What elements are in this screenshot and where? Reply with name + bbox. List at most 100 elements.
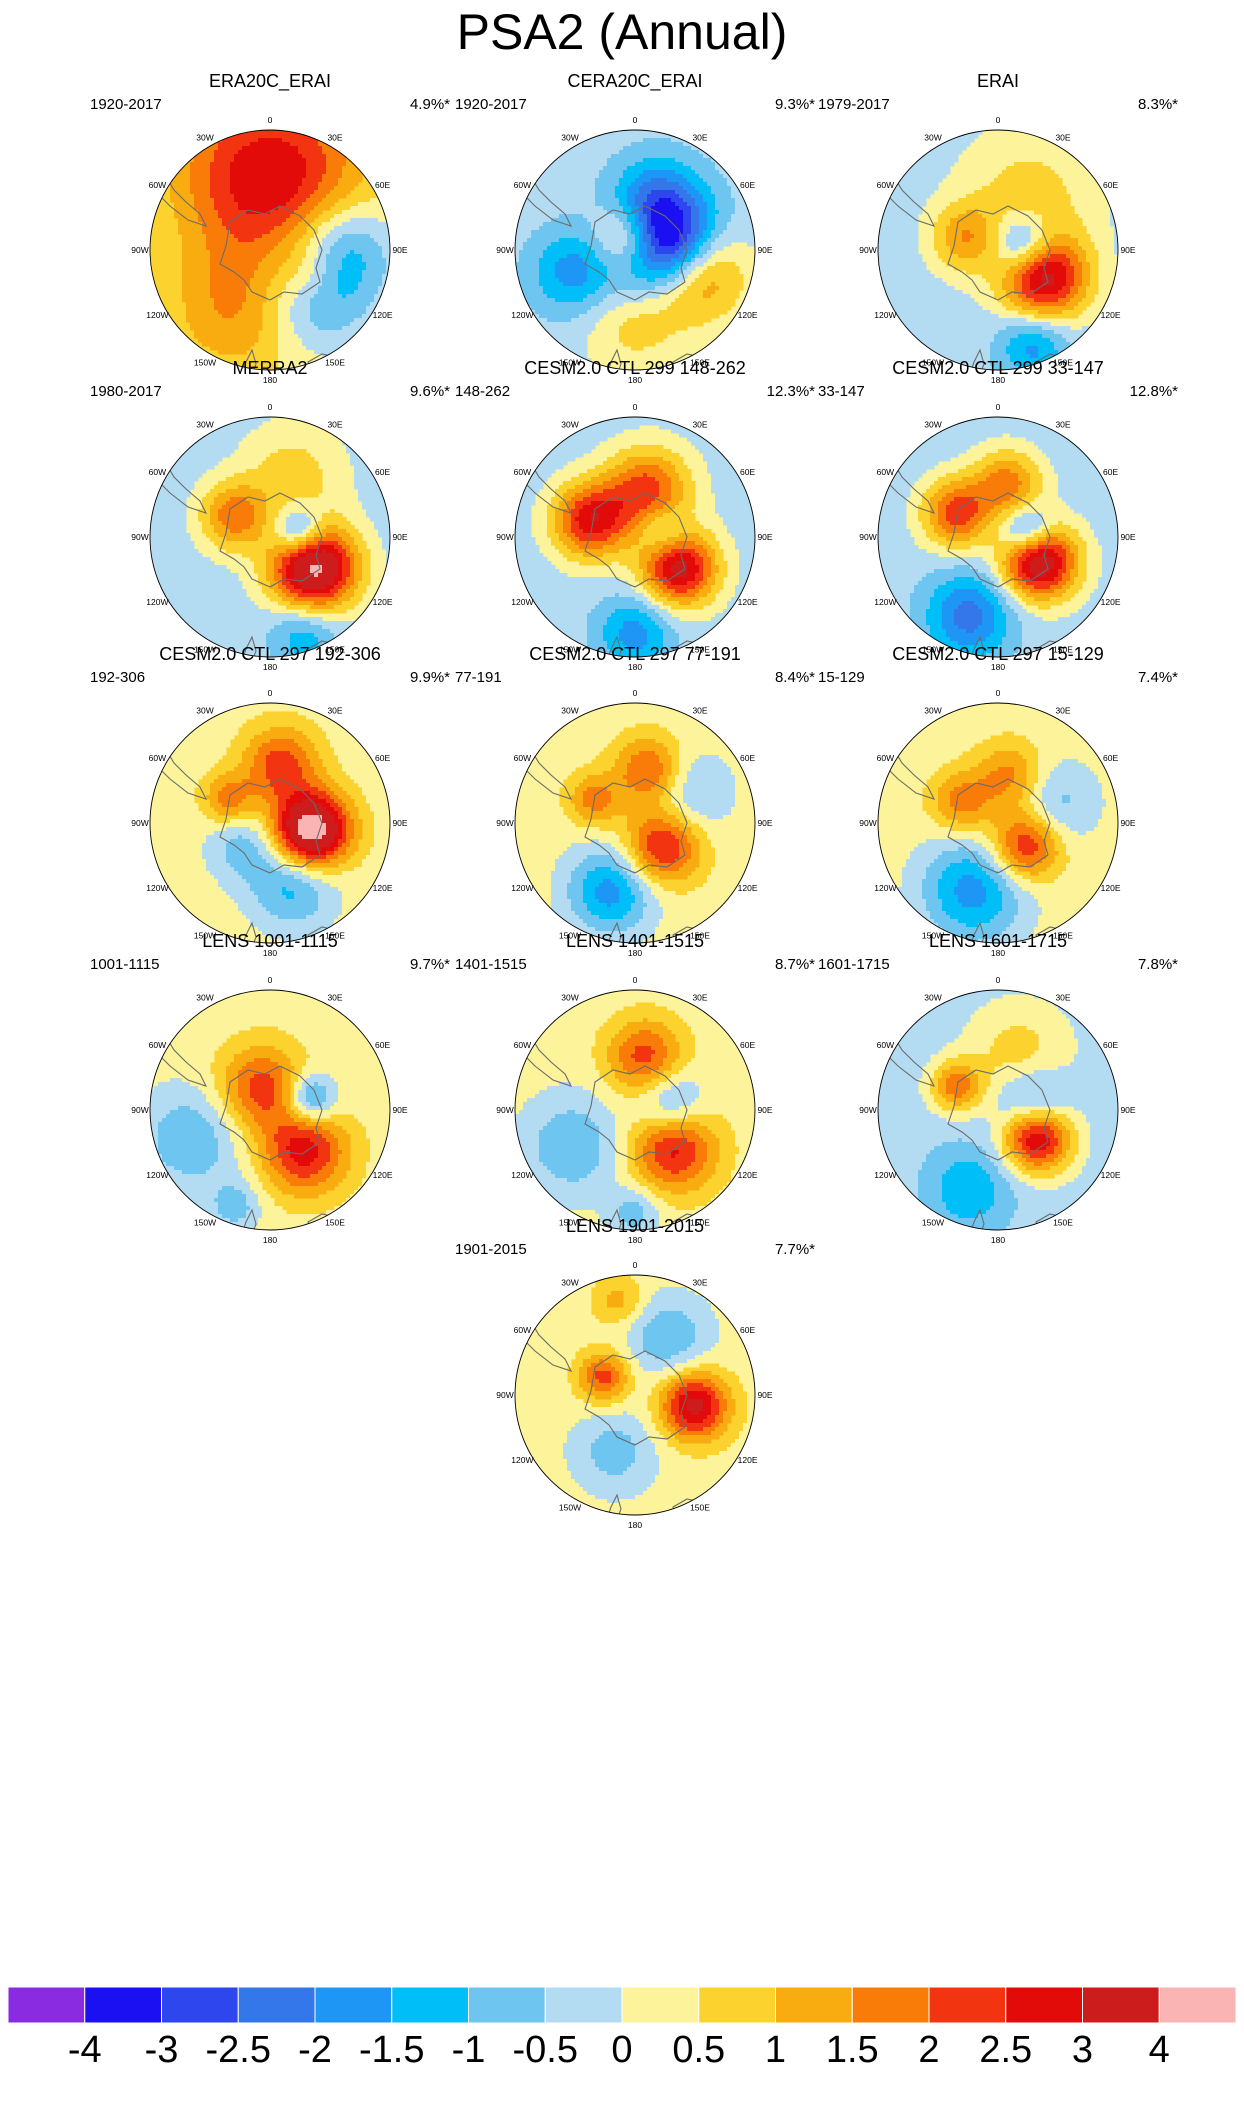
longitude-label: 60W bbox=[149, 180, 166, 190]
antarctica-coastline bbox=[219, 492, 323, 588]
new-zealand-coastline bbox=[967, 921, 985, 943]
longitude-label: 120W bbox=[146, 1170, 168, 1180]
longitude-label: 90E bbox=[392, 532, 407, 542]
longitude-label: 120E bbox=[1101, 1170, 1121, 1180]
colorbar-swatch bbox=[84, 1987, 162, 2023]
map-panel: CESM2.0 CTL 297 15-129 15-129 7.4%* 0 30E 60E… bbox=[818, 643, 1178, 1003]
longitude-label: 60E bbox=[740, 1040, 755, 1050]
colorbar-swatch bbox=[314, 1987, 393, 2023]
anomaly-field bbox=[515, 990, 755, 1230]
panel-title: LENS 1901-2015 bbox=[455, 1215, 815, 1237]
colorbar-swatch bbox=[928, 1987, 1007, 2023]
map-panel: CESM2.0 CTL 297 77-191 77-191 8.4%* 0 30E 60E… bbox=[455, 643, 815, 1003]
longitude-label: 60E bbox=[1103, 1040, 1118, 1050]
longitude-label: 0 bbox=[268, 688, 273, 698]
longitude-label: 30W bbox=[561, 1277, 578, 1287]
longitude-label: 150E bbox=[325, 358, 345, 368]
longitude-label: 0 bbox=[268, 115, 273, 125]
polar-map: 0 30E 60E 90E 120E 150E 180 150W 120W 90W 60W 30W bbox=[131, 960, 408, 1245]
panel-period: 1001-1115 bbox=[90, 956, 160, 974]
africa-coastline bbox=[298, 960, 336, 988]
longitude-label: 180 bbox=[628, 1520, 642, 1530]
colorbar-tick-label: -1 bbox=[452, 2028, 486, 2072]
panel-period: 1601-1715 bbox=[818, 956, 890, 974]
longitude-label: 60W bbox=[149, 753, 166, 763]
longitude-label: 150E bbox=[325, 645, 345, 655]
longitude-label: 120W bbox=[874, 597, 896, 607]
longitude-label: 120W bbox=[874, 1170, 896, 1180]
longitude-label: 150E bbox=[690, 931, 710, 941]
map-border bbox=[149, 702, 391, 944]
map-border bbox=[877, 702, 1119, 944]
colorbar-swatch bbox=[161, 1987, 239, 2023]
antarctica-coastline bbox=[584, 778, 688, 874]
anomaly-field bbox=[150, 417, 390, 657]
longitude-label: 150E bbox=[1053, 1218, 1073, 1228]
australia-coastline bbox=[307, 1209, 383, 1230]
longitude-label: 120W bbox=[511, 310, 533, 320]
longitude-label: 150E bbox=[690, 358, 710, 368]
longitude-label: 150W bbox=[922, 1218, 944, 1228]
longitude-label: 60W bbox=[149, 1040, 166, 1050]
africa-coastline bbox=[1026, 673, 1064, 701]
longitude-label: 30E bbox=[692, 1277, 707, 1287]
africa-coastline bbox=[663, 100, 701, 128]
colorbar-tick-label: -3 bbox=[145, 2028, 179, 2072]
map-panel: ERA20C_ERAI 1920-2017 4.9%* 0 30E 60E 90E 120E 1… bbox=[90, 70, 450, 430]
new-zealand-coastline bbox=[967, 1208, 985, 1230]
longitude-label: 30W bbox=[561, 705, 578, 715]
anomaly-field bbox=[150, 130, 390, 370]
panel-variance: 9.7%* bbox=[410, 956, 450, 974]
panel-variance: 8.3%* bbox=[1138, 96, 1178, 114]
longitude-label: 90W bbox=[131, 245, 148, 255]
longitude-label: 90E bbox=[392, 818, 407, 828]
longitude-label: 30E bbox=[692, 132, 707, 142]
longitude-label: 0 bbox=[996, 115, 1001, 125]
longitude-label: 120E bbox=[1101, 883, 1121, 893]
longitude-label: 60E bbox=[740, 180, 755, 190]
africa-coastline bbox=[1026, 387, 1064, 415]
longitude-label: 30E bbox=[327, 705, 342, 715]
longitude-label: 60W bbox=[877, 467, 894, 477]
longitude-label: 60E bbox=[740, 1325, 755, 1335]
longitude-label: 120E bbox=[1101, 597, 1121, 607]
longitude-label: 30E bbox=[692, 419, 707, 429]
polar-map: 0 30E 60E 90E 120E 150E 180 150W 120W 90W 60W 30W bbox=[859, 387, 1136, 672]
panel-period: 1980-2017 bbox=[90, 383, 162, 401]
panel-period: 1920-2017 bbox=[90, 96, 162, 114]
longitude-label: 30W bbox=[196, 419, 213, 429]
antarctica-coastline bbox=[219, 778, 323, 874]
longitude-label: 90E bbox=[757, 245, 772, 255]
longitude-label: 90W bbox=[859, 1105, 876, 1115]
longitude-label: 0 bbox=[633, 402, 638, 412]
colorbar-tick-label: 3 bbox=[1072, 2028, 1093, 2072]
longitude-label: 120W bbox=[511, 883, 533, 893]
new-zealand-coastline bbox=[239, 348, 257, 370]
longitude-label: 120E bbox=[373, 310, 393, 320]
longitude-label: 90W bbox=[859, 245, 876, 255]
longitude-label: 120W bbox=[511, 1455, 533, 1465]
map-border bbox=[514, 416, 756, 658]
panel-variance: 9.9%* bbox=[410, 669, 450, 687]
anomaly-field bbox=[878, 990, 1118, 1230]
polar-map: 0 30E 60E 90E 120E 150E 180 150W 120W 90W 60W 30W bbox=[496, 402, 773, 672]
colorbar-swatches bbox=[8, 1987, 1236, 2023]
longitude-label: 120W bbox=[511, 1170, 533, 1180]
panel-title: CESM2.0 CTL 299 33-147 bbox=[818, 357, 1178, 379]
panel-title: ERAI bbox=[818, 70, 1178, 92]
longitude-label: 150W bbox=[194, 1218, 216, 1228]
longitude-label: 0 bbox=[996, 402, 1001, 412]
longitude-label: 120E bbox=[738, 1170, 758, 1180]
map-border bbox=[149, 416, 391, 658]
polar-map: 0 30E 60E 90E 120E 150E 180 150W 120W 90W 60W 30W bbox=[496, 688, 773, 958]
longitude-label: 90E bbox=[1120, 818, 1135, 828]
longitude-label: 30E bbox=[692, 705, 707, 715]
colorbar-tick-label: 0 bbox=[611, 2028, 632, 2072]
longitude-label: 60E bbox=[375, 467, 390, 477]
colorbar-tick-label: 1.5 bbox=[826, 2028, 879, 2072]
map-border bbox=[149, 989, 391, 1231]
longitude-label: 150W bbox=[559, 645, 581, 655]
new-zealand-coastline bbox=[239, 635, 257, 657]
panel-variance: 12.3%* bbox=[767, 383, 815, 401]
longitude-label: 30W bbox=[196, 132, 213, 142]
